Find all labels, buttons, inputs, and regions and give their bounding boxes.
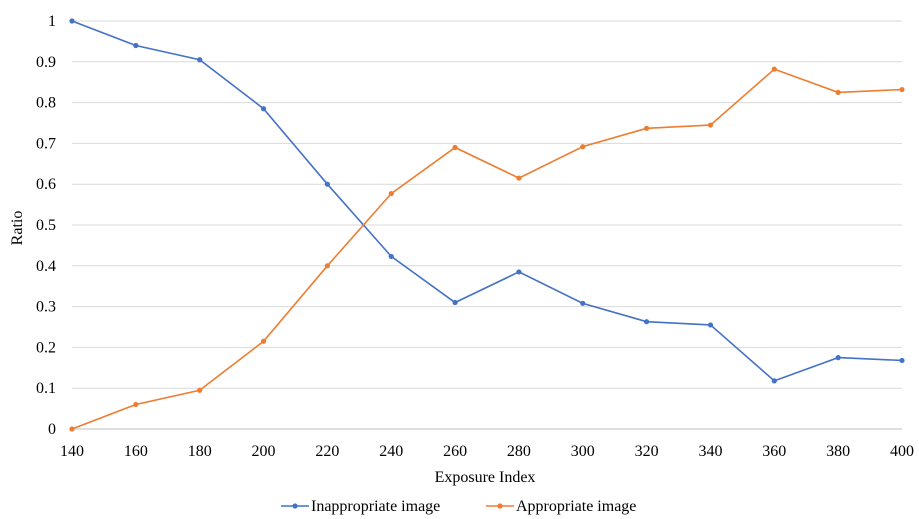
data-point [69, 426, 75, 432]
series-line [71, 68, 903, 430]
data-point [324, 181, 330, 187]
legend-marker [497, 503, 503, 509]
data-point [197, 57, 203, 63]
data-point [452, 144, 458, 151]
x-tick-label: 240 [379, 443, 403, 460]
series-lines [69, 18, 905, 432]
data-point [133, 401, 139, 408]
x-tick-label: 360 [762, 443, 786, 460]
data-point [260, 106, 267, 112]
gridlines [72, 20, 902, 389]
legend-label: Inappropriate image [311, 498, 440, 515]
data-point [771, 66, 777, 72]
data-point [580, 144, 586, 150]
data-point [580, 300, 586, 306]
data-point [388, 253, 394, 260]
data-point [899, 357, 905, 364]
data-point [69, 18, 75, 24]
data-point [707, 122, 714, 128]
y-tick-label: 0.5 [36, 217, 56, 234]
data-point [133, 42, 139, 49]
data-point [771, 378, 777, 384]
y-tick-label: 0.7 [36, 135, 56, 152]
legend-marker [292, 503, 298, 509]
x-tick-label: 340 [698, 443, 722, 460]
data-point [388, 190, 394, 197]
series-line [71, 20, 903, 382]
x-tick-label: 260 [443, 443, 467, 460]
y-tick-label: 0.3 [36, 299, 56, 316]
data-point [835, 355, 841, 361]
y-tick-label: 0.1 [36, 380, 56, 397]
data-point [197, 387, 203, 393]
y-tick-label: 0.9 [36, 54, 56, 71]
y-tick-label: 0.2 [36, 339, 56, 356]
data-point [835, 89, 841, 95]
data-point [899, 86, 905, 93]
y-axis-title: Ratio [9, 211, 26, 246]
x-tick-label: 400 [890, 443, 914, 460]
x-tick-label: 320 [635, 443, 659, 460]
x-tick-label: 160 [124, 443, 148, 460]
x-tick-label: 180 [188, 443, 212, 460]
x-tick-label: 380 [826, 443, 850, 460]
y-tick-label: 0.4 [36, 258, 56, 275]
y-tick-label: 0.6 [36, 176, 56, 193]
data-point [324, 263, 330, 269]
x-tick-label: 140 [60, 443, 84, 460]
data-point [644, 319, 650, 325]
x-tick-label: 280 [507, 443, 531, 460]
data-point [516, 175, 522, 181]
x-tick-label: 220 [315, 443, 339, 460]
y-tick-label: 1 [48, 13, 56, 30]
y-tick-labels: 0 0.1 0.2 0.3 0.4 0.5 0.6 0.7 0.8 0.9 1 [36, 13, 56, 438]
x-tick-label: 300 [571, 443, 595, 460]
data-point [707, 322, 714, 328]
legend-label: Appropriate image [516, 498, 636, 515]
x-tick-label: 200 [252, 443, 276, 460]
data-point [644, 125, 650, 131]
data-point [260, 338, 267, 344]
legend: Inappropriate image Appropriate image [281, 498, 636, 515]
y-tick-label: 0.8 [36, 95, 56, 112]
data-point [516, 269, 522, 275]
data-point [452, 299, 458, 306]
x-tick-labels: 140 160 180 200 220 240 260 280 300 320 340 360 380 4… [60, 443, 914, 460]
x-axis-title: Exposure Index [435, 469, 536, 486]
y-tick-label: 0 [48, 421, 56, 438]
